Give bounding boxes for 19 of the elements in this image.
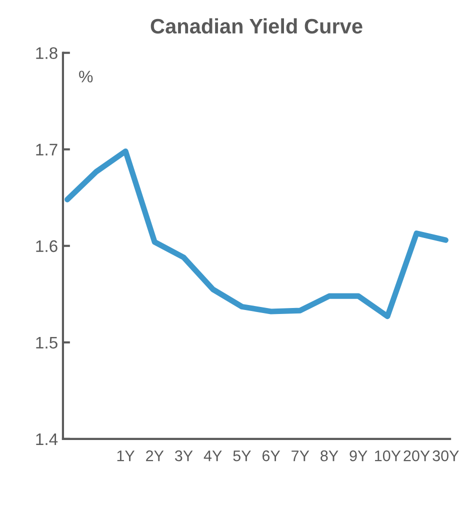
annotation: % xyxy=(79,70,93,82)
x-tick-label: 9Y xyxy=(350,450,368,462)
chart-title: Canadian Yield Curve xyxy=(150,18,362,34)
x-tick-label: 30Y xyxy=(432,450,459,462)
x-tick-label: 5Y xyxy=(233,450,251,462)
y-tick-label: 1.4 xyxy=(36,433,58,445)
y-tick-label: 1.8 xyxy=(36,47,58,60)
x-tick-label: 1Y xyxy=(117,450,135,462)
x-tick-label: 2Y xyxy=(146,450,164,462)
x-tick-label: 4Y xyxy=(204,450,222,462)
y-tick-label: 1.6 xyxy=(36,240,58,252)
x-tick-label: 10Y xyxy=(375,450,401,462)
x-tick-label: 8Y xyxy=(320,450,338,462)
x-tick-label: 3Y xyxy=(174,450,193,462)
y-tick-label: 1.5 xyxy=(36,336,58,349)
x-tick-label: 6Y xyxy=(262,450,280,462)
y-tick-label: 1.7 xyxy=(36,144,58,156)
x-tick-label: 7Y xyxy=(292,450,310,462)
x-tick-label: 20Y xyxy=(404,450,430,462)
